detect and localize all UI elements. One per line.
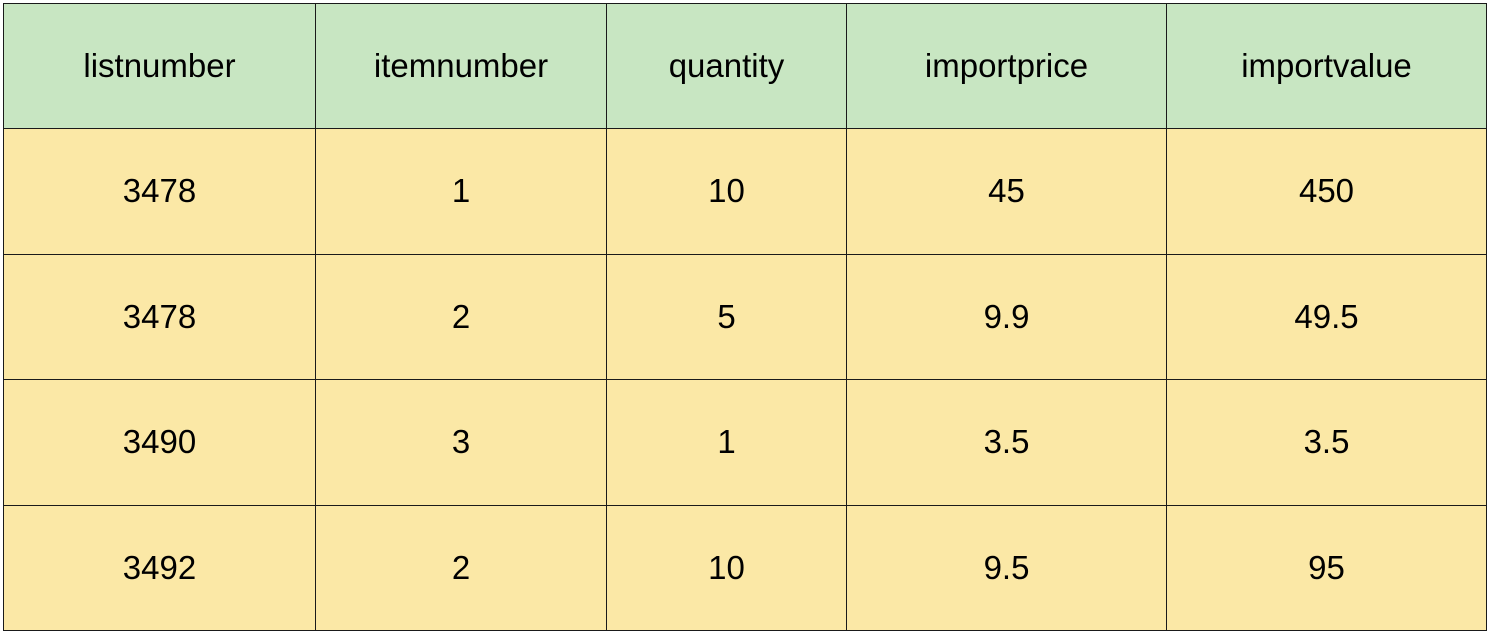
- table-cell-importvalue: 450: [1166, 128, 1487, 255]
- table-body: 3478 1 10 45 450 3478 2 5 9.9 49.5 3490 …: [3, 128, 1487, 631]
- table-cell-importprice: 3.5: [846, 379, 1167, 506]
- table-cell-itemnumber: 2: [315, 504, 607, 631]
- table-row: 3492 2 10 9.5 95: [3, 504, 1487, 631]
- table-cell-itemnumber: 3: [315, 379, 607, 506]
- table-cell-importprice: 45: [846, 128, 1167, 255]
- table-cell-quantity: 10: [606, 504, 847, 631]
- table-cell-importvalue: 49.5: [1166, 253, 1487, 380]
- table-row: 3478 1 10 45 450: [3, 128, 1487, 255]
- table-cell-listnumber: 3492: [3, 504, 316, 631]
- table-row: 3478 2 5 9.9 49.5: [3, 253, 1487, 380]
- header-row: listnumber itemnumber quantity importpri…: [3, 3, 1487, 129]
- table-cell-importprice: 9.5: [846, 504, 1167, 631]
- column-header-itemnumber: itemnumber: [315, 3, 607, 129]
- table-cell-quantity: 1: [606, 379, 847, 506]
- table-cell-itemnumber: 1: [315, 128, 607, 255]
- table-cell-itemnumber: 2: [315, 253, 607, 380]
- column-header-importprice: importprice: [846, 3, 1167, 129]
- table-cell-quantity: 10: [606, 128, 847, 255]
- table-cell-importprice: 9.9: [846, 253, 1167, 380]
- table-row: 3490 3 1 3.5 3.5: [3, 379, 1487, 506]
- column-header-listnumber: listnumber: [3, 3, 316, 129]
- table-header: listnumber itemnumber quantity importpri…: [3, 3, 1487, 129]
- data-table: listnumber itemnumber quantity importpri…: [3, 3, 1487, 631]
- table-cell-listnumber: 3490: [3, 379, 316, 506]
- table-cell-quantity: 5: [606, 253, 847, 380]
- table-cell-importvalue: 3.5: [1166, 379, 1487, 506]
- table-cell-listnumber: 3478: [3, 128, 316, 255]
- column-header-importvalue: importvalue: [1166, 3, 1487, 129]
- table-cell-importvalue: 95: [1166, 504, 1487, 631]
- table-cell-listnumber: 3478: [3, 253, 316, 380]
- column-header-quantity: quantity: [606, 3, 847, 129]
